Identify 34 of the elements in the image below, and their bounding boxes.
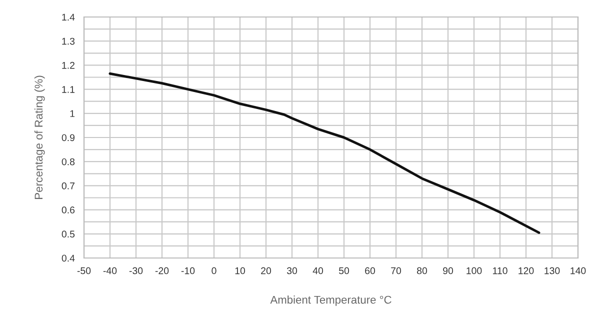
x-tick-label: 90 (443, 267, 454, 274)
x-tick-label: -40 (103, 267, 117, 274)
x-tick-label: 110 (492, 267, 508, 274)
x-tick-label: 30 (286, 267, 298, 274)
x-tick-label: 0 (212, 267, 216, 274)
y-tick-label: 0.6 (62, 206, 75, 214)
line-series (108, 72, 540, 234)
y-tick-label: 0.7 (62, 182, 74, 190)
y-tick-label: 1.3 (62, 38, 75, 45)
x-tick-label: 130 (544, 267, 560, 274)
x-tick-label: -20 (155, 267, 169, 274)
y-tick-label: 1.4 (62, 14, 75, 21)
y-tick-label: 0.8 (62, 158, 75, 166)
x-axis-title: Ambient Temperature °C (270, 296, 392, 306)
x-tick-label: 70 (391, 267, 402, 274)
x-tick-label: 20 (261, 267, 272, 274)
y-tick-label: 1.2 (62, 62, 74, 69)
y-tick-label: 0.5 (62, 230, 75, 238)
x-tick-label: 120 (518, 267, 534, 274)
x-tick-label: -10 (181, 267, 195, 274)
x-tick-label: 140 (570, 267, 586, 274)
x-tick-label: 40 (312, 267, 324, 274)
y-tick-label: 1 (70, 110, 74, 117)
x-tick-label: 10 (235, 267, 246, 274)
x-tick-label: 60 (365, 267, 376, 274)
y-tick-label: 0.4 (62, 254, 75, 262)
x-tick-label: 50 (338, 267, 350, 274)
y-axis-title: Percentage of Rating (%) (34, 76, 45, 199)
x-tick-label: 100 (466, 267, 482, 274)
y-tick-label: 1.1 (62, 86, 74, 93)
y-tick-label: 0.9 (62, 134, 75, 142)
x-tick-label: -30 (129, 267, 143, 274)
x-tick-label: 80 (417, 267, 428, 274)
x-tick-label: -50 (77, 267, 91, 274)
